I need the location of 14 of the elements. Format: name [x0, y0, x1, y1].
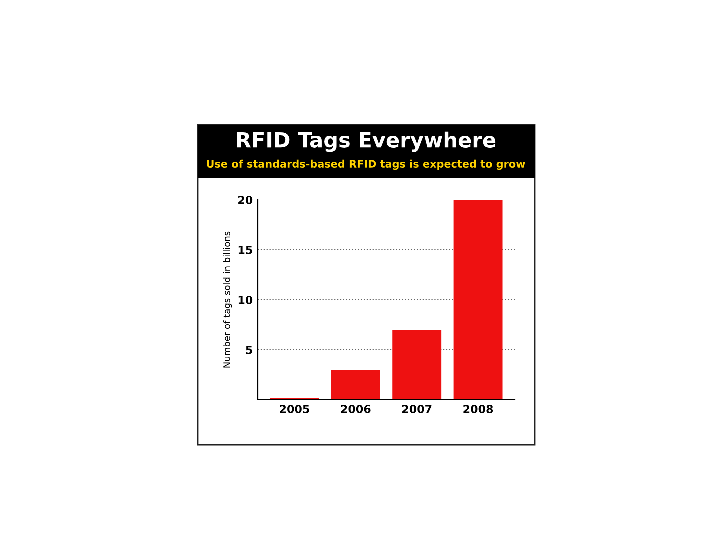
- bar: [454, 200, 503, 400]
- y-tick-label: 20: [238, 196, 253, 204]
- chart-title: RFID Tags Everywhere: [237, 132, 496, 152]
- y-tick-label: 15: [238, 246, 252, 254]
- x-tick-label: 2005: [280, 405, 310, 414]
- y-axis-title: Number of tags sold in billions: [223, 232, 232, 368]
- chart-subtitle: Use of standards-based RFID tags is expected to grow: [207, 160, 526, 170]
- bar: [392, 330, 442, 400]
- y-tick-label: 10: [238, 296, 253, 304]
- x-tick-label: 2008: [464, 405, 494, 414]
- x-tick-label: 2007: [402, 405, 432, 414]
- y-tick-label: 5: [246, 346, 252, 354]
- bar: [331, 370, 380, 400]
- x-tick-label: 2006: [341, 405, 371, 414]
